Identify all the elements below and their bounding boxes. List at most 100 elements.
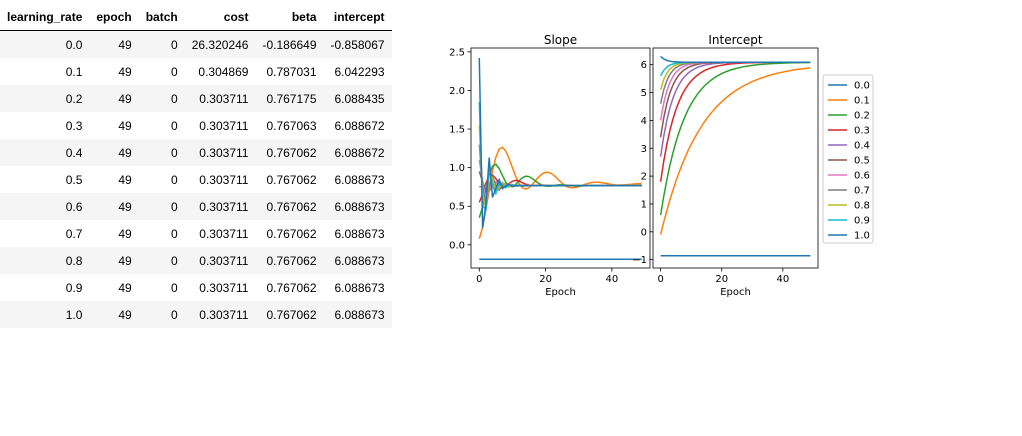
table-cell: 0.303711	[199, 280, 249, 295]
table-cell: 0.303711	[199, 226, 249, 241]
col-learning-rate: learning_rate	[0, 4, 90, 31]
chart-legend: 0.0 0.1 0.2 0.3 0.4 0.5 0.6 0.7 0.8 0.9 1.0	[822, 74, 874, 244]
series-line-0-5	[659, 61, 811, 138]
series-line-0-2	[659, 61, 811, 216]
y-tick-label: 2	[641, 172, 647, 183]
table-cell: 6.088672	[334, 145, 385, 160]
table-row: 0.4 49 0 0.303711 0.767062 6.088672	[0, 139, 392, 166]
table-cell: 0.787031	[266, 64, 317, 79]
y-tick-label: 0	[641, 227, 647, 238]
table-cell: 0.303711	[199, 172, 249, 187]
table-cell: 6.088673	[334, 172, 385, 187]
results-dataframe: learning_rate epoch batch cost beta inte…	[0, 4, 392, 328]
table-cell: 0.3	[65, 118, 83, 133]
table-row: 0.0 49 0 26.320246 -0.186649 -0.858067	[0, 30, 392, 58]
y-tick-label: 0.5	[449, 202, 465, 213]
table-cell: 49	[118, 118, 132, 133]
table-cell: 0	[171, 64, 178, 79]
y-tick-label: 1.0	[449, 163, 465, 174]
y-tick-label: 2.5	[449, 47, 465, 58]
series-line-0-2	[478, 163, 642, 219]
table-cell: 0.767062	[266, 307, 317, 322]
x-tick-label: 20	[715, 274, 728, 285]
table-cell: 0.767062	[266, 172, 317, 187]
table-cell: 49	[118, 172, 132, 187]
table-cell: 0.6	[65, 199, 83, 214]
series-line-0-1	[659, 67, 811, 235]
x-tick-label: 0	[657, 274, 663, 285]
legend-label: 0.9	[854, 216, 870, 227]
table-cell: 0.9	[65, 280, 83, 295]
table-header-row: learning_rate epoch batch cost beta inte…	[0, 4, 392, 31]
series-line-0-8	[478, 125, 642, 211]
chart-title: Slope	[544, 33, 577, 47]
legend-label: 0.4	[854, 141, 870, 152]
table-cell: 0	[171, 145, 178, 160]
x-tick-label: 20	[539, 274, 552, 285]
table-cell: 0.4	[65, 145, 83, 160]
table-row: 0.9 49 0 0.303711 0.767062 6.088673	[0, 274, 392, 301]
legend-label: 0.7	[854, 186, 870, 197]
table-cell: 0.767062	[266, 199, 317, 214]
table-cell: 6.088672	[334, 118, 385, 133]
table-cell: 0	[171, 226, 178, 241]
table-cell: 0.5	[65, 172, 83, 187]
table-cell: 0.767062	[266, 253, 317, 268]
legend-label: 0.6	[854, 171, 870, 182]
table-cell: 49	[118, 307, 132, 322]
table-cell: 0	[171, 307, 178, 322]
x-tick-label: 40	[776, 274, 789, 285]
legend-label: 1.0	[854, 231, 870, 242]
y-tick-label: 1.5	[449, 125, 465, 136]
y-tick-label: 0.0	[449, 240, 465, 251]
table-cell: 49	[118, 37, 132, 52]
table-cell: 0.303711	[199, 91, 249, 106]
y-tick-label: 5	[641, 88, 647, 99]
table-cell: 0	[171, 253, 178, 268]
legend-label: 0.8	[854, 201, 870, 212]
table-cell: 0	[171, 199, 178, 214]
table-cell: 49	[118, 226, 132, 241]
table-row: 0.8 49 0 0.303711 0.767062 6.088673	[0, 247, 392, 274]
legend-label: 0.2	[854, 111, 870, 122]
table-cell: 6.088673	[334, 307, 385, 322]
y-tick-label: 2.0	[449, 86, 465, 97]
table-cell: 0.303711	[199, 199, 249, 214]
table-cell: 0.7	[65, 226, 83, 241]
col-batch: batch	[138, 4, 185, 31]
col-intercept: intercept	[323, 4, 392, 31]
x-tick-label: 40	[606, 274, 619, 285]
table-cell: -0.186649	[262, 37, 317, 52]
table-cell: 49	[118, 280, 132, 295]
table-row: 0.2 49 0 0.303711 0.767175 6.088435	[0, 85, 392, 112]
table-cell: 0.303711	[199, 118, 249, 133]
x-axis-label: Epoch	[545, 287, 576, 298]
table-cell: 0	[171, 172, 178, 187]
slope-chart: Slope 0.0 0.5 1.0 1.5 2.0 2.5 0 20 40 Epoch	[449, 33, 651, 298]
legend-label: 0.3	[854, 126, 870, 137]
series-line-1-0	[660, 55, 811, 63]
table-cell: 0.767175	[266, 91, 317, 106]
plot-frame	[470, 47, 651, 269]
table-cell: 6.088673	[334, 226, 385, 241]
table-cell: 0.767062	[266, 280, 317, 295]
legend-label: 0.5	[854, 156, 870, 167]
table-cell: 0.303711	[199, 307, 249, 322]
table-row: 1.0 49 0 0.303711 0.767062 6.088673	[0, 301, 392, 328]
legend-label: 0.0	[854, 81, 870, 92]
legend-label: 0.1	[854, 96, 870, 107]
table-cell: 0.767063	[266, 118, 317, 133]
table-header: learning_rate epoch batch cost beta inte…	[0, 4, 392, 31]
table-cell: 6.088673	[334, 253, 385, 268]
table-cell: 6.088673	[334, 280, 385, 295]
x-axis-label: Epoch	[720, 287, 751, 298]
table-cell: 0.304869	[198, 64, 249, 79]
series-line-0-9	[478, 101, 642, 212]
y-tick-label: 4	[641, 116, 647, 127]
intercept-chart: Intercept −1 0 1 2 3 4 5 6 0 20 40 Epoch	[632, 33, 819, 298]
plot-frame	[652, 47, 819, 269]
table-row: 0.1 49 0 0.304869 0.787031 6.042293	[0, 58, 392, 85]
y-tick-label: 3	[641, 144, 647, 155]
table-cell: 49	[118, 145, 132, 160]
